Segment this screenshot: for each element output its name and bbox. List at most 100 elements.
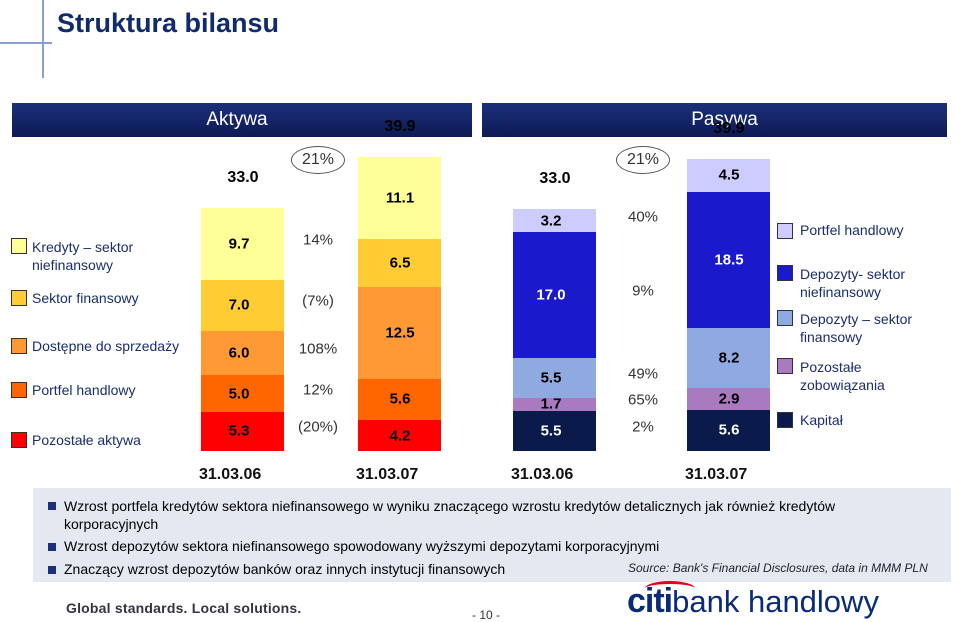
change-label: 49%: [627, 365, 659, 383]
bullet-marker: [48, 543, 56, 551]
assets-header-label: Aktywa: [206, 109, 268, 130]
legend-swatch-pozostale: [11, 432, 27, 448]
bar-segment: [201, 208, 284, 280]
bullet-marker: [48, 502, 56, 510]
change-label: 65%: [627, 391, 659, 409]
legend-label-sektor-fin: Sektor finansowy: [32, 290, 139, 306]
bar-segment: [687, 409, 770, 451]
legend-swatch-pozostale-zob: [777, 358, 793, 374]
page-number: - 10 -: [472, 608, 501, 622]
bar-segment: [358, 420, 441, 451]
liabilities-header-label: Pasywa: [691, 109, 758, 130]
logo-rest-text: bank handlowy: [672, 584, 879, 619]
bar-segment: [201, 375, 284, 412]
bar-value-label: 4.2: [389, 427, 411, 445]
change-label: 9%: [632, 282, 654, 300]
change-label: 40%: [627, 208, 659, 226]
bar-value-label: 5.3: [228, 422, 250, 440]
legend-label-pozostale: Pozostałe aktywa: [32, 432, 141, 448]
bar-value-label: 5.6: [718, 421, 740, 439]
change-label: (7%): [302, 292, 334, 310]
bar-segment: [358, 157, 441, 240]
bar-total-label: 39.9: [713, 119, 745, 137]
bar-value-label: 6.5: [389, 254, 411, 272]
change-label: 108%: [298, 340, 338, 358]
bar-value-label: 9.7: [228, 235, 250, 253]
change-label: 2%: [632, 418, 654, 436]
category-label: 31.03.06: [199, 466, 262, 483]
bar-segment: [358, 378, 441, 421]
bar-value-label: 5.5: [540, 422, 562, 440]
bar-value-label: 17.0: [536, 286, 566, 304]
bar-segment: [358, 286, 441, 379]
bar-value-label: 5.6: [389, 390, 411, 408]
bar-total-label: 33.0: [539, 169, 571, 187]
legend-swatch-portfel: [11, 382, 27, 398]
legend-label-kredyty: Kredyty – sektor niefinansowy: [32, 239, 134, 273]
legend-label-depozyty-niefin: Depozyty- sektor niefinansowy: [800, 266, 906, 300]
bar-segment: [687, 388, 770, 410]
legend-swatch-dostepne: [11, 338, 27, 354]
citi-logo: citibank handlowy: [627, 581, 879, 621]
bar-segment: [201, 411, 284, 451]
legend-label-dostepne: Dostępne do sprzedaży: [32, 338, 180, 354]
corner-line-vertical: [42, 0, 44, 78]
liabilities-header: Pasywa: [482, 103, 947, 137]
bar-value-label: 1.7: [540, 395, 562, 413]
total-change-label: 21%: [615, 146, 671, 174]
bar-segment: [687, 158, 770, 192]
bullet-marker: [48, 566, 56, 574]
bar-segment: [513, 357, 596, 398]
change-label: 12%: [302, 381, 334, 399]
category-label: 31.03.07: [685, 466, 748, 483]
bar-value-label: 5.5: [540, 369, 562, 387]
bar-segment: [513, 398, 596, 411]
bar-segment: [513, 232, 596, 358]
assets-header: Aktywa: [12, 103, 472, 137]
bar-value-label: 8.2: [718, 349, 740, 367]
bar-segment: [358, 239, 441, 287]
bar-total-label: 39.9: [384, 118, 416, 136]
corner-line-horizontal: [0, 42, 52, 44]
bar-value-label: 4.5: [718, 166, 740, 184]
bar-total-label: 33.0: [227, 169, 259, 187]
category-label: 31.03.07: [356, 466, 419, 483]
legend-swatch-sektor-fin: [11, 290, 27, 306]
source-note: Source: Bank's Financial Disclosures, da…: [628, 561, 928, 575]
footer-tagline: Global standards. Local solutions.: [66, 600, 302, 616]
legend-label-kapital: Kapitał: [800, 412, 843, 428]
legend-label-pozostale-zob: Pozostałe zobowiązania: [800, 359, 885, 393]
bar-segment: [201, 331, 284, 376]
bar-segment: [201, 279, 284, 332]
bar-value-label: 2.9: [718, 390, 740, 408]
bar-segment: [513, 208, 596, 233]
bar-value-label: 5.0: [228, 385, 250, 403]
legend-swatch-portfel-handlowy: [777, 223, 793, 239]
bar-value-label: 18.5: [714, 251, 744, 269]
bar-segment: [687, 328, 770, 389]
page-title: Struktura bilansu: [57, 8, 280, 38]
bar-value-label: 6.0: [228, 344, 250, 362]
bullet-panel: [33, 488, 951, 582]
bullet-text-3: Znaczący wzrost depozytów banków oraz in…: [64, 561, 506, 577]
bar-segment: [513, 410, 596, 451]
logo-arc: [645, 581, 695, 596]
bar-value-label: 3.2: [540, 212, 562, 230]
legend-label-portfel-handlowy: Portfel handlowy: [800, 222, 904, 238]
legend-swatch-depozyty-fin: [777, 310, 793, 326]
legend-swatch-kapital: [777, 412, 793, 428]
category-label: 31.03.06: [511, 466, 574, 483]
legend-swatch-depozyty-niefin: [777, 265, 793, 281]
legend-label-portfel: Portfel handlowy: [32, 382, 136, 398]
bar-segment: [687, 191, 770, 329]
change-label: (20%): [297, 418, 339, 436]
bullet-text-1: Wzrost portfela kredytów sektora niefina…: [64, 498, 836, 532]
bar-value-label: 11.1: [385, 189, 415, 207]
total-change-label: 21%: [290, 146, 346, 174]
legend-swatch-kredyty: [11, 238, 27, 254]
change-label: 14%: [302, 231, 334, 249]
bullet-text-2: Wzrost depozytów sektora niefinansowego …: [64, 538, 660, 554]
legend-label-depozyty-fin: Depozyty – sektor finansowy: [800, 311, 913, 345]
bar-value-label: 7.0: [228, 296, 250, 314]
bar-value-label: 12.5: [385, 324, 415, 342]
